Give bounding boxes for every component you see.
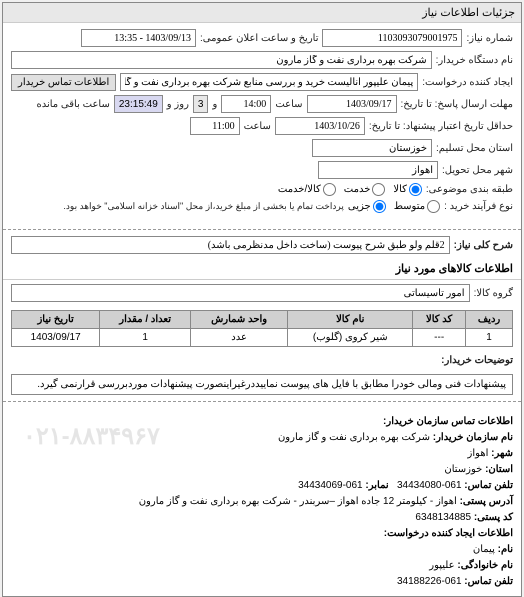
post-code: 6348134885 (415, 512, 471, 523)
remain-time: 23:15:49 (114, 95, 163, 113)
city-input[interactable] (318, 161, 438, 179)
deadline-send-time[interactable] (221, 95, 271, 113)
remain-days-label: و (212, 99, 217, 110)
deadline-send-date[interactable] (307, 95, 397, 113)
remain-days: 3 (193, 95, 209, 113)
req-name: پیمان (473, 544, 495, 555)
buyer-device-input[interactable] (11, 51, 432, 69)
table-cell: --- (413, 329, 466, 347)
subject-cat-label: طبقه بندی موضوعی: (426, 184, 513, 195)
deadline-valid-time-label: ساعت (244, 121, 271, 132)
table-cell: شیر کروی (گلوب) (288, 329, 413, 347)
requester-info-label: اطلاعات ایجاد کننده درخواست: (11, 526, 513, 542)
request-no-input[interactable] (322, 29, 462, 47)
table-cell: 1403/09/17 (12, 329, 100, 347)
req-famname-label: نام خانوادگی: (457, 560, 513, 571)
remain-days-suffix: روز و (167, 99, 189, 110)
contact-buyer-button[interactable]: اطلاعات تماس خریدار (11, 74, 116, 91)
deadline-valid-time[interactable] (190, 117, 240, 135)
contact-fax: 061-34434069 (298, 480, 363, 491)
table-header: واحد شمارش (190, 311, 287, 329)
general-desc-label: شرح کلی نیاز: (454, 240, 513, 251)
goods-section-header: اطلاعات کالاهای مورد نیاز (3, 258, 521, 280)
org-name-label: نام سازمان خریدار: (433, 432, 513, 443)
general-desc-input[interactable] (11, 236, 450, 254)
contact-phone: 061-34434080 (397, 480, 462, 491)
buyer-remarks-label: توضیحات خریدار: (441, 355, 513, 366)
post-addr-label: آدرس پستی: (460, 496, 513, 507)
req-famname: علیپور (429, 560, 454, 571)
table-cell: 1 (466, 329, 513, 347)
table-header: نام کالا (288, 311, 413, 329)
contact-province-label: استان: (485, 464, 513, 475)
contact-province: خوزستان (444, 464, 482, 475)
org-name: شرکت بهره برداری نفت و گاز مارون (278, 432, 430, 443)
table-header: تاریخ نیاز (12, 311, 100, 329)
province-input[interactable] (312, 139, 432, 157)
table-header: ردیف (466, 311, 513, 329)
contact-city: اهواز (468, 448, 489, 459)
table-row: 1---شیر کروی (گلوب)عدد11403/09/17 (12, 329, 513, 347)
deadline-valid-label: حداقل تاریخ اعتبار پیشنهاد: تا تاریخ: (369, 121, 513, 132)
buy-type-label: نوع فرآیند خرید : (444, 201, 513, 212)
table-cell: 1 (100, 329, 191, 347)
table-header: کد کالا (413, 311, 466, 329)
deadline-send-time-label: ساعت (275, 99, 302, 110)
req-phone-label: تلفن تماس: (464, 576, 513, 587)
table-header: تعداد / مقدار (100, 311, 191, 329)
contact-fax-label: نمابر: (365, 480, 388, 491)
subject-cat-group: کالا خدمت کالا/خدمت (278, 183, 422, 196)
contact-phone-label: تلفن تماس: (464, 480, 513, 491)
requester-label: ایجاد کننده درخواست: (422, 77, 513, 88)
radio-kala[interactable]: کالا (393, 183, 422, 196)
province-label: استان محل تسلیم: (436, 143, 513, 154)
requester-input[interactable] (120, 73, 418, 91)
post-addr: اهواز - کیلومتر 12 جاده اهواز –سربندر - … (139, 496, 457, 507)
radio-khadamat[interactable]: خدمت (344, 183, 386, 196)
goods-table: ردیفکد کالانام کالاواحد شمارشتعداد / مقد… (11, 310, 513, 347)
goods-group-input[interactable] (11, 284, 470, 302)
buyer-remarks-box: پیشنهادات فنی ومالی خودرا مطابق با فایل … (11, 374, 513, 395)
radio-motavasset[interactable]: متوسط (394, 200, 440, 213)
post-code-label: کد پستی: (474, 512, 513, 523)
announce-date-input[interactable] (81, 29, 196, 47)
title-bar: جزئیات اطلاعات نیاز (3, 3, 521, 23)
req-name-label: نام: (498, 544, 513, 555)
table-cell: عدد (190, 329, 287, 347)
city-label: شهر محل تحویل: (442, 165, 513, 176)
buyer-device-label: نام دستگاه خریدار: (436, 55, 513, 66)
request-no-label: شماره نیاز: (466, 33, 513, 44)
buy-type-group: متوسط جزیی (348, 200, 440, 213)
goods-group-label: گروه کالا: (474, 288, 513, 299)
remain-time-suffix: ساعت باقی مانده (36, 99, 109, 110)
radio-kalakhadamat[interactable]: کالا/خدمت (278, 183, 336, 196)
contact-city-label: شهر: (491, 448, 513, 459)
contact-header: اطلاعات تماس سازمان خریدار: (11, 414, 513, 430)
radio-jozi[interactable]: جزیی (348, 200, 386, 213)
deadline-valid-date[interactable] (275, 117, 365, 135)
req-phone: 061-34188226 (397, 576, 462, 587)
buy-type-note: پرداخت تمام یا بخشی از مبلغ خرید،از محل … (63, 201, 343, 212)
announce-date-label: تاریخ و ساعت اعلان عمومی: (200, 33, 319, 44)
deadline-send-label: مهلت ارسال پاسخ: تا تاریخ: (401, 99, 513, 110)
